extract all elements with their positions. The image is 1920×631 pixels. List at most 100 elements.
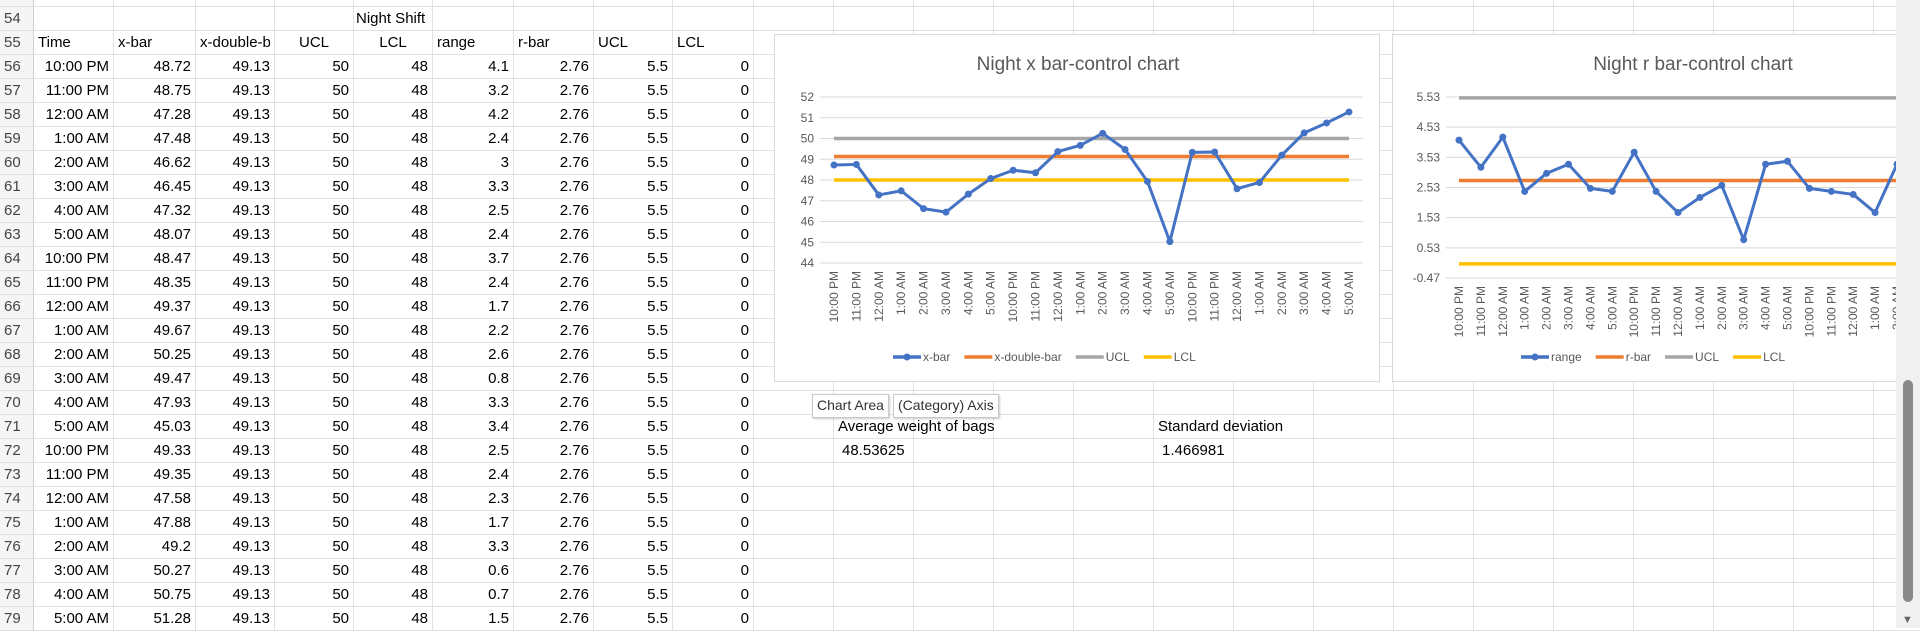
value-cell[interactable]: 0.6 <box>433 559 514 583</box>
data-point[interactable] <box>897 187 905 195</box>
column-header[interactable]: x-double-b <box>196 31 275 55</box>
row-header[interactable]: 63 <box>0 223 34 247</box>
cell[interactable] <box>1794 0 1874 7</box>
value-cell[interactable]: 48 <box>354 367 433 391</box>
cell[interactable] <box>1074 439 1154 463</box>
value-cell[interactable]: 0 <box>673 199 754 223</box>
value-cell[interactable]: 49.2 <box>114 535 196 559</box>
value-cell[interactable]: 0 <box>673 415 754 439</box>
cell[interactable] <box>994 0 1074 7</box>
value-cell[interactable]: 5.5 <box>594 199 673 223</box>
value-cell[interactable]: 49.35 <box>114 463 196 487</box>
cell[interactable] <box>1714 607 1794 631</box>
value-cell[interactable]: 2.3 <box>433 487 514 511</box>
time-cell[interactable]: 2:00 AM <box>34 343 114 367</box>
cell[interactable] <box>1714 535 1794 559</box>
row-header[interactable]: 61 <box>0 175 34 199</box>
cell[interactable] <box>994 463 1074 487</box>
cell[interactable] <box>1554 583 1634 607</box>
value-cell[interactable]: 50 <box>275 391 354 415</box>
value-cell[interactable]: 5.5 <box>594 223 673 247</box>
cell[interactable] <box>1154 511 1234 535</box>
value-cell[interactable]: 48 <box>354 511 433 535</box>
cell[interactable] <box>114 0 196 7</box>
data-point[interactable] <box>920 205 928 213</box>
x-bar-control-chart[interactable]: Night x bar-control chart 44 45 46 47 48 49 50 5… <box>774 34 1380 382</box>
cell[interactable] <box>1154 0 1234 7</box>
average-label[interactable]: Average weight of bags <box>838 418 995 435</box>
value-cell[interactable]: 49.13 <box>196 103 275 127</box>
data-point[interactable] <box>1054 148 1062 156</box>
cell[interactable] <box>1794 583 1874 607</box>
value-cell[interactable]: 50 <box>275 271 354 295</box>
value-cell[interactable]: 48.35 <box>114 271 196 295</box>
cell[interactable] <box>834 0 914 7</box>
value-cell[interactable]: 5.5 <box>594 103 673 127</box>
value-cell[interactable]: 50 <box>275 583 354 607</box>
value-cell[interactable]: 2.76 <box>514 391 594 415</box>
cell[interactable] <box>1234 7 1314 31</box>
value-cell[interactable]: 5.5 <box>594 367 673 391</box>
value-cell[interactable]: 50 <box>275 415 354 439</box>
value-cell[interactable]: 49.13 <box>196 487 275 511</box>
value-cell[interactable]: 2.4 <box>433 463 514 487</box>
cell[interactable] <box>754 463 834 487</box>
cell[interactable] <box>994 487 1074 511</box>
cell[interactable] <box>1394 559 1474 583</box>
cell[interactable] <box>1394 415 1474 439</box>
value-cell[interactable]: 2.6 <box>433 343 514 367</box>
cell[interactable] <box>1554 463 1634 487</box>
cell[interactable] <box>1154 7 1234 31</box>
cell[interactable] <box>1714 487 1794 511</box>
value-cell[interactable]: 5.5 <box>594 511 673 535</box>
cell[interactable] <box>1554 559 1634 583</box>
cell[interactable] <box>1634 0 1714 7</box>
data-point[interactable] <box>1521 187 1529 195</box>
value-cell[interactable]: 0 <box>673 271 754 295</box>
data-point[interactable] <box>1121 145 1129 153</box>
cell[interactable] <box>433 0 514 7</box>
value-cell[interactable]: 48 <box>354 103 433 127</box>
cell[interactable] <box>994 535 1074 559</box>
value-cell[interactable]: 50 <box>275 535 354 559</box>
cell[interactable] <box>754 535 834 559</box>
cell[interactable] <box>1794 391 1874 415</box>
cell[interactable] <box>673 0 754 7</box>
value-cell[interactable]: 2.4 <box>433 271 514 295</box>
data-point[interactable] <box>1652 187 1660 195</box>
value-cell[interactable]: 0 <box>673 463 754 487</box>
cell[interactable] <box>275 0 354 7</box>
cell[interactable] <box>754 0 834 7</box>
row-header[interactable]: 74 <box>0 487 34 511</box>
value-cell[interactable]: 2.76 <box>514 127 594 151</box>
cell[interactable] <box>914 535 994 559</box>
cell[interactable] <box>1394 0 1474 7</box>
time-cell[interactable]: 5:00 AM <box>34 415 114 439</box>
value-cell[interactable]: 49.13 <box>196 343 275 367</box>
column-header[interactable]: Time <box>34 31 114 55</box>
value-cell[interactable]: 49.13 <box>196 295 275 319</box>
value-cell[interactable]: 50 <box>275 247 354 271</box>
data-point[interactable] <box>1849 190 1857 198</box>
data-point[interactable] <box>1032 169 1040 177</box>
row-header[interactable]: 62 <box>0 199 34 223</box>
value-cell[interactable]: 47.88 <box>114 511 196 535</box>
value-cell[interactable]: 49.13 <box>196 271 275 295</box>
cell[interactable] <box>514 7 594 31</box>
value-cell[interactable]: 48 <box>354 391 433 415</box>
cell[interactable] <box>514 0 594 7</box>
time-cell[interactable]: 2:00 AM <box>34 151 114 175</box>
cell[interactable] <box>914 511 994 535</box>
cell[interactable] <box>754 511 834 535</box>
cell[interactable] <box>1474 439 1554 463</box>
value-cell[interactable]: 49.13 <box>196 391 275 415</box>
cell[interactable] <box>354 7 433 31</box>
cell[interactable] <box>1554 487 1634 511</box>
cell[interactable] <box>834 487 914 511</box>
value-cell[interactable]: 2.2 <box>433 319 514 343</box>
value-cell[interactable]: 50 <box>275 511 354 535</box>
value-cell[interactable]: 47.28 <box>114 103 196 127</box>
cell[interactable] <box>1314 535 1394 559</box>
time-cell[interactable]: 11:00 PM <box>34 79 114 103</box>
cell[interactable] <box>1554 391 1634 415</box>
